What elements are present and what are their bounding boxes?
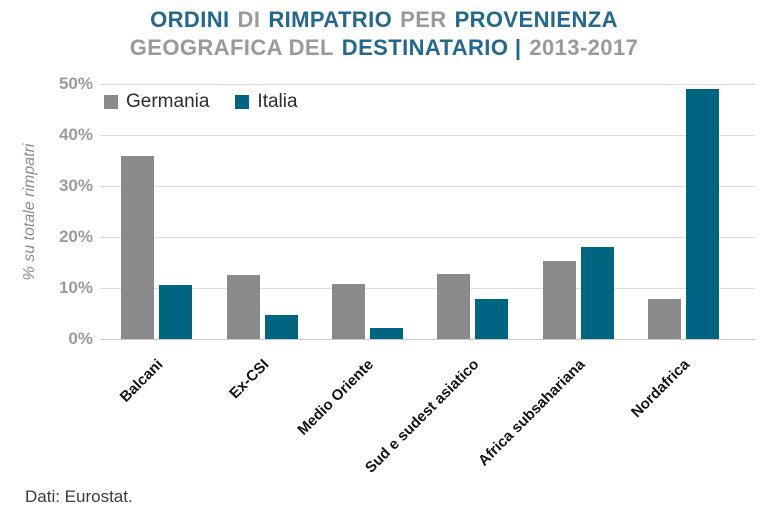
germania-swatch: [104, 95, 118, 109]
title-word: GEOGRAFICA DEL: [129, 35, 334, 60]
data-source-note: Dati: Eurostat.: [25, 487, 133, 506]
bar-germania-3: [331, 284, 365, 339]
x-axis-label: Nordafrica: [628, 356, 694, 422]
bar-germania-4: [437, 273, 471, 339]
legend-item-italia: Italia: [235, 91, 298, 112]
x-axis-label: Ex-CSI: [225, 356, 273, 403]
bar-germania-6: [647, 299, 681, 339]
x-axis-label: Medio Oriente: [294, 356, 378, 439]
bar-italia-1: [159, 285, 193, 339]
legend-label-italia: Italia: [257, 91, 298, 112]
y-tick-label: 30%: [58, 176, 93, 195]
x-axis-label: Balcani: [116, 356, 167, 406]
chart-title: ORDINI DI RIMPATRIO PER PROVENIENZA GEOGRAFI…: [0, 6, 768, 62]
gridline: [100, 135, 755, 136]
bar-italia-3: [369, 327, 403, 339]
y-tick-label: 10%: [58, 278, 93, 297]
legend: Germania Italia: [104, 92, 324, 112]
legend-label-germania: Germania: [126, 91, 210, 112]
bar-germania-5: [542, 261, 576, 339]
bar-italia-5: [580, 246, 614, 339]
italia-swatch: [235, 95, 250, 109]
y-tick-label: 0%: [68, 329, 93, 348]
gridline: [100, 237, 755, 238]
title-word: DESTINATARIO |: [341, 35, 522, 60]
bar-italia-2: [264, 314, 298, 339]
bar-germania-1: [121, 156, 155, 339]
gridline: [100, 288, 755, 289]
y-tick-label: 50%: [58, 74, 93, 93]
title-word: PER: [400, 7, 447, 32]
x-axis-label: Sud e sudest asiatico: [362, 356, 483, 477]
bar-italia-6: [685, 88, 719, 339]
chart-title-line1: ORDINI DI RIMPATRIO PER PROVENIENZA: [0, 6, 768, 34]
title-word: DI: [237, 7, 261, 32]
chart-title-line2: GEOGRAFICA DEL DESTINATARIO | 2013-2017: [0, 34, 768, 62]
y-tick-label: 40%: [58, 125, 93, 144]
y-axis-title: % su totale rimpatri: [21, 143, 38, 281]
title-word: RIMPATRIO: [268, 7, 393, 32]
title-word: PROVENIENZA: [454, 7, 618, 32]
title-word: ORDINI: [150, 7, 230, 32]
bar-germania-2: [226, 275, 260, 339]
y-tick-label: 20%: [58, 227, 93, 246]
x-axis-label: Africa subsahariana: [474, 356, 589, 470]
gridline: [100, 84, 755, 85]
x-axis-line: [100, 339, 755, 340]
legend-item-germania: Germania: [104, 92, 209, 112]
bar-italia-4: [475, 298, 509, 339]
gridline: [100, 186, 755, 187]
title-word: 2013-2017: [529, 35, 639, 60]
